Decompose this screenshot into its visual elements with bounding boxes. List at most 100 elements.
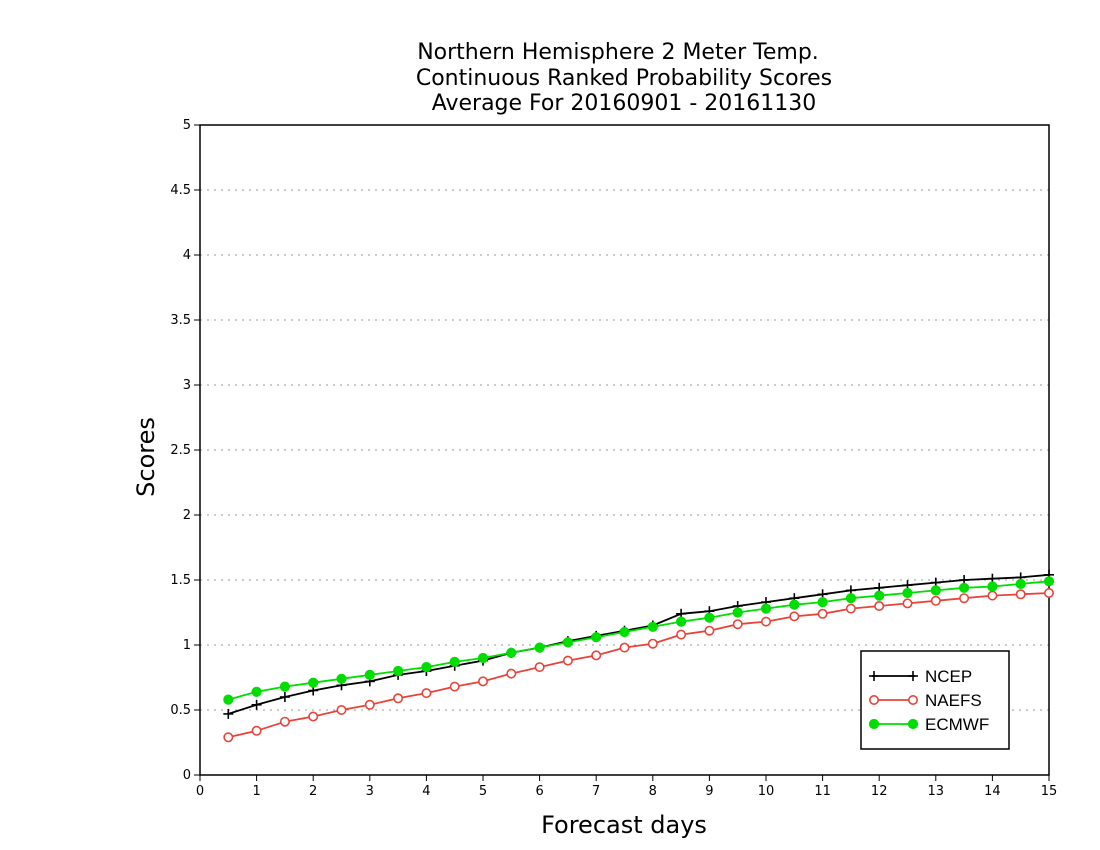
point-naefs-16 xyxy=(676,629,687,640)
point-ecmwf-17 xyxy=(704,612,715,623)
point-naefs-21 xyxy=(817,608,828,619)
point-naefs-23 xyxy=(874,600,885,611)
legend-marker-right-ncep xyxy=(908,671,918,681)
point-ecmwf-29 xyxy=(1043,576,1055,587)
series-layer xyxy=(223,569,1055,743)
point-ecmwf-25 xyxy=(930,585,941,596)
point-ecmwf-2 xyxy=(279,681,290,692)
x-tick-label-6: 6 xyxy=(535,784,543,799)
axes: 00.511.522.533.544.550 1 2 3 4 5 6 7 8 9 10 11 12 13 1… xyxy=(170,118,1057,799)
x-tick-label-13: 13 xyxy=(928,784,945,799)
point-ecmwf-18 xyxy=(732,607,743,618)
point-naefs-14 xyxy=(619,642,630,653)
point-ncep-0 xyxy=(223,708,234,719)
y-tick-label-0.5: 0.5 xyxy=(170,703,191,718)
point-ecmwf-28 xyxy=(1015,578,1026,590)
point-ecmwf-10 xyxy=(506,647,517,658)
point-naefs-22 xyxy=(845,603,856,614)
y-axis-title: Scores xyxy=(132,417,160,497)
x-tick-label-14: 14 xyxy=(984,784,1001,799)
chart-title: Northern Hemisphere 2 Meter Temp. Contin… xyxy=(416,40,832,116)
point-ecmwf-4 xyxy=(336,673,347,684)
x-tick-label-1: 1 xyxy=(252,784,260,799)
legend-label-naefs: NAEFS xyxy=(925,691,982,710)
point-ecmwf-7 xyxy=(421,662,432,673)
point-naefs-29 xyxy=(1044,587,1055,598)
point-ecmwf-15 xyxy=(647,621,658,632)
x-tick-label-8: 8 xyxy=(649,784,657,799)
legend-marker-left-ecmwf xyxy=(868,718,880,730)
legend-item-naefs: NAEFS xyxy=(868,691,982,710)
x-tick-label-2: 2 xyxy=(309,784,317,799)
point-ecmwf-21 xyxy=(817,597,828,608)
point-ncep-2 xyxy=(279,692,290,702)
x-tick-label-9: 9 xyxy=(705,784,713,799)
y-tick-label-2: 2 xyxy=(183,508,191,523)
chart-title-line-2: Continuous Ranked Probability Scores xyxy=(416,66,832,91)
y-tick-label-1.5: 1.5 xyxy=(170,573,191,588)
point-ecmwf-12 xyxy=(562,637,574,648)
point-naefs-8 xyxy=(449,681,460,692)
point-ecmwf-24 xyxy=(902,587,913,599)
gridlines xyxy=(200,189,1049,711)
point-naefs-12 xyxy=(562,655,573,666)
point-ecmwf-26 xyxy=(959,582,970,593)
point-naefs-24 xyxy=(902,598,913,609)
point-ecmwf-19 xyxy=(760,603,772,614)
point-naefs-26 xyxy=(959,593,970,604)
x-tick-label-0: 0 xyxy=(196,784,204,799)
point-naefs-2 xyxy=(279,716,290,727)
point-ecmwf-13 xyxy=(591,632,602,643)
point-ecmwf-27 xyxy=(987,581,998,592)
point-naefs-19 xyxy=(760,616,771,627)
point-ecmwf-5 xyxy=(364,669,375,681)
series-naefs xyxy=(223,587,1055,743)
point-ecmwf-20 xyxy=(789,599,800,610)
point-ecmwf-3 xyxy=(308,677,319,688)
point-naefs-6 xyxy=(393,693,404,704)
point-naefs-4 xyxy=(336,704,347,715)
legend-marker-right-ecmwf xyxy=(907,718,919,730)
x-tick-label-4: 4 xyxy=(422,784,430,799)
point-ecmwf-8 xyxy=(449,656,460,668)
legend-label-ncep: NCEP xyxy=(925,667,972,686)
point-naefs-17 xyxy=(704,625,715,636)
point-ecmwf-6 xyxy=(393,665,404,677)
y-tick-label-0: 0 xyxy=(183,768,191,783)
y-tick-label-2.5: 2.5 xyxy=(170,443,191,458)
point-ecmwf-11 xyxy=(534,642,545,653)
point-naefs-7 xyxy=(421,688,432,699)
y-tick-label-4: 4 xyxy=(183,248,191,263)
point-naefs-5 xyxy=(364,699,375,710)
legend-marker-left-ncep xyxy=(869,671,879,681)
point-naefs-25 xyxy=(930,595,941,606)
x-tick-label-3: 3 xyxy=(366,784,374,799)
legend-marker-left-naefs xyxy=(868,694,879,705)
x-tick-label-10: 10 xyxy=(758,784,775,799)
chart-title-line-3: Average For 20160901 - 20161130 xyxy=(432,91,817,116)
point-naefs-20 xyxy=(789,611,800,622)
point-naefs-0 xyxy=(223,732,234,743)
point-naefs-15 xyxy=(647,638,658,649)
point-ecmwf-0 xyxy=(223,694,234,705)
y-tick-label-3.5: 3.5 xyxy=(170,313,191,328)
x-tick-label-15: 15 xyxy=(1041,784,1058,799)
point-naefs-1 xyxy=(251,725,262,736)
point-ecmwf-16 xyxy=(676,616,687,627)
point-naefs-10 xyxy=(506,668,517,679)
point-ncep-1 xyxy=(251,699,262,710)
point-naefs-18 xyxy=(732,619,743,630)
y-tick-label-3: 3 xyxy=(183,378,191,393)
legend-item-ncep: NCEP xyxy=(869,667,972,686)
point-ecmwf-1 xyxy=(251,686,262,697)
point-naefs-11 xyxy=(534,662,545,673)
point-naefs-13 xyxy=(591,650,602,661)
y-tick-label-1: 1 xyxy=(183,638,191,653)
legend-item-ecmwf: ECMWF xyxy=(868,715,989,734)
point-ecmwf-23 xyxy=(874,590,885,601)
legend-label-ecmwf: ECMWF xyxy=(925,715,989,734)
chart-title-line-1: Northern Hemisphere 2 Meter Temp. xyxy=(417,40,819,65)
x-tick-label-11: 11 xyxy=(814,784,831,799)
point-naefs-9 xyxy=(477,676,488,687)
